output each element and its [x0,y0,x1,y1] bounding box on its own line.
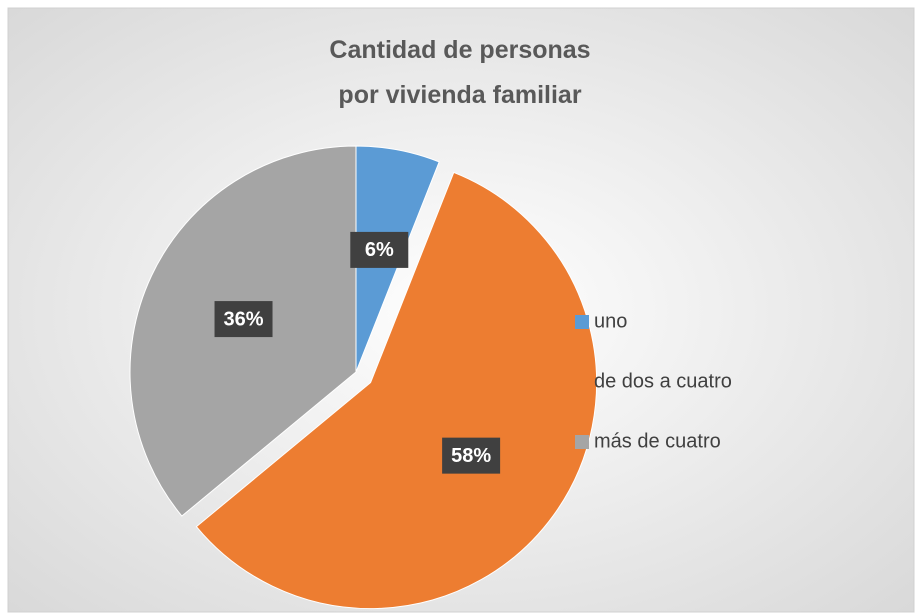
data-label-box [350,231,409,268]
legend-swatch [575,315,589,329]
legend-label: uno [594,310,627,332]
legend-swatch [575,375,589,389]
data-label-box [214,301,273,338]
data-label-box [442,437,501,474]
data-label: 58% [451,445,491,467]
legend-label: de dos a cuatro [594,370,732,392]
chart-title: por vivienda familiar [338,81,581,109]
legend-label: más de cuatro [594,430,721,452]
legend-swatch [575,435,589,449]
pie-slice [195,171,598,610]
chart-title: Cantidad de personas [329,36,590,64]
data-label: 36% [224,308,264,330]
data-label: 6% [365,239,394,261]
